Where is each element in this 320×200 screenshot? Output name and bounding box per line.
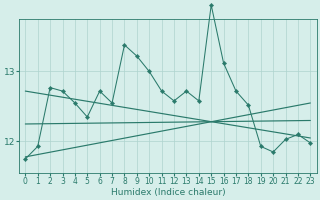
X-axis label: Humidex (Indice chaleur): Humidex (Indice chaleur): [110, 188, 225, 197]
